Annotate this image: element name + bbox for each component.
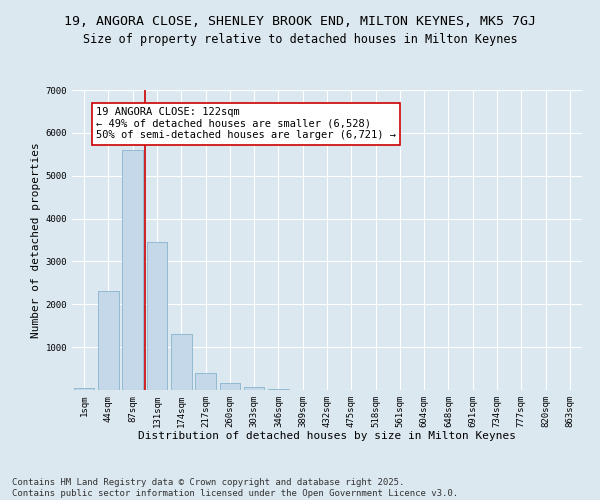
X-axis label: Distribution of detached houses by size in Milton Keynes: Distribution of detached houses by size … [138,432,516,442]
Bar [74,388,94,390]
Bar [195,373,216,390]
Bar [244,386,265,390]
Text: 19 ANGORA CLOSE: 122sqm
← 49% of detached houses are smaller (6,528)
50% of semi: 19 ANGORA CLOSE: 122sqm ← 49% of detache… [96,107,396,140]
Y-axis label: Number of detached properties: Number of detached properties [31,142,41,338]
Bar [171,334,191,390]
Bar [98,292,119,390]
Bar [122,150,143,390]
Bar [146,242,167,390]
Text: Size of property relative to detached houses in Milton Keynes: Size of property relative to detached ho… [83,32,517,46]
Text: Contains HM Land Registry data © Crown copyright and database right 2025.
Contai: Contains HM Land Registry data © Crown c… [12,478,458,498]
Text: 19, ANGORA CLOSE, SHENLEY BROOK END, MILTON KEYNES, MK5 7GJ: 19, ANGORA CLOSE, SHENLEY BROOK END, MIL… [64,15,536,28]
Bar [220,382,240,390]
Bar [268,388,289,390]
